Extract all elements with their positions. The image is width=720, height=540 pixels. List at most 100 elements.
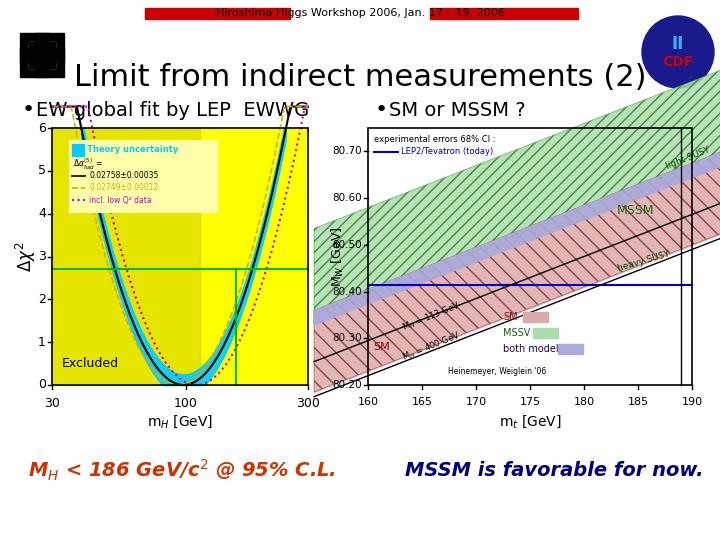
Text: Limit from indirect measurements (2): Limit from indirect measurements (2) <box>73 64 647 92</box>
Bar <box>211 128 221 164</box>
Bar <box>240 128 250 229</box>
Text: 80.40: 80.40 <box>333 287 362 296</box>
Text: SM or MSSM ?: SM or MSSM ? <box>389 100 526 119</box>
Bar <box>276 128 287 374</box>
Bar <box>266 128 276 328</box>
Bar <box>155 128 165 152</box>
Bar <box>272 128 282 354</box>
Bar <box>281 128 291 394</box>
Bar <box>257 128 267 288</box>
Bar <box>269 128 279 338</box>
Bar <box>145 128 156 165</box>
Bar <box>256 128 265 282</box>
Bar <box>272 128 282 353</box>
Bar <box>264 128 274 319</box>
Bar <box>171 128 181 139</box>
Bar <box>233 128 243 211</box>
Text: 170: 170 <box>465 397 487 407</box>
Bar <box>135 128 145 185</box>
Bar <box>91 128 101 327</box>
Bar <box>278 128 288 379</box>
Bar <box>262 128 272 309</box>
Bar <box>264 128 273 314</box>
Bar <box>187 128 197 140</box>
Bar <box>228 128 238 197</box>
Bar <box>143 128 153 169</box>
Bar <box>261 128 271 305</box>
Bar <box>271 128 282 348</box>
Bar <box>263 128 273 313</box>
Bar <box>192 128 201 142</box>
Bar <box>261 128 271 302</box>
Bar <box>239 128 249 228</box>
Bar <box>278 128 288 381</box>
Bar <box>228 128 238 197</box>
Bar <box>194 128 204 144</box>
Bar <box>233 128 243 210</box>
Bar <box>84 128 94 357</box>
Bar <box>238 128 248 225</box>
Bar <box>227 128 237 195</box>
Bar <box>261 128 271 307</box>
Bar <box>267 128 277 330</box>
Bar <box>266 128 276 323</box>
Bar <box>249 128 259 260</box>
Bar <box>253 128 263 272</box>
Bar <box>150 128 161 158</box>
Bar <box>279 128 289 384</box>
Bar <box>232 128 242 208</box>
Bar <box>237 128 247 220</box>
Bar <box>161 128 171 145</box>
Text: 2: 2 <box>38 293 46 306</box>
Bar <box>241 128 251 234</box>
Bar <box>209 128 219 160</box>
Bar <box>128 128 138 200</box>
Bar <box>134 128 144 187</box>
Text: m$_H$ [GeV]: m$_H$ [GeV] <box>147 413 213 430</box>
Bar <box>197 128 207 146</box>
Bar <box>558 344 583 354</box>
Bar <box>270 128 280 342</box>
Bar <box>258 128 268 291</box>
Bar <box>183 128 193 138</box>
Bar <box>273 128 283 357</box>
Bar <box>262 128 271 308</box>
Bar <box>266 128 276 325</box>
Bar <box>207 128 217 158</box>
Bar <box>132 128 141 192</box>
Bar <box>163 128 173 144</box>
Bar <box>106 128 116 268</box>
Bar <box>222 128 232 183</box>
Bar <box>29 42 36 49</box>
Bar <box>271 128 281 346</box>
Bar <box>275 128 285 367</box>
Bar <box>72 144 84 156</box>
Bar <box>235 128 246 218</box>
Bar <box>171 128 181 139</box>
Bar <box>253 128 263 274</box>
Text: 4: 4 <box>38 207 46 220</box>
Bar <box>96 128 107 302</box>
Bar <box>185 128 195 139</box>
Bar <box>229 128 239 200</box>
Bar <box>235 128 245 215</box>
Bar <box>153 128 163 154</box>
Bar <box>281 128 290 392</box>
Bar <box>180 128 190 138</box>
Bar <box>202 128 212 151</box>
Bar <box>48 61 55 68</box>
Bar <box>258 128 268 292</box>
Bar <box>186 128 196 139</box>
Bar <box>89 128 99 334</box>
Bar <box>253 128 264 275</box>
Text: both models: both models <box>503 344 564 354</box>
Bar <box>138 128 148 178</box>
Bar <box>168 128 179 140</box>
Bar <box>252 128 262 270</box>
Bar <box>128 128 138 201</box>
Bar <box>216 128 226 173</box>
Bar <box>182 128 192 138</box>
Bar <box>279 128 289 383</box>
Bar <box>151 128 161 156</box>
Bar <box>184 128 194 139</box>
